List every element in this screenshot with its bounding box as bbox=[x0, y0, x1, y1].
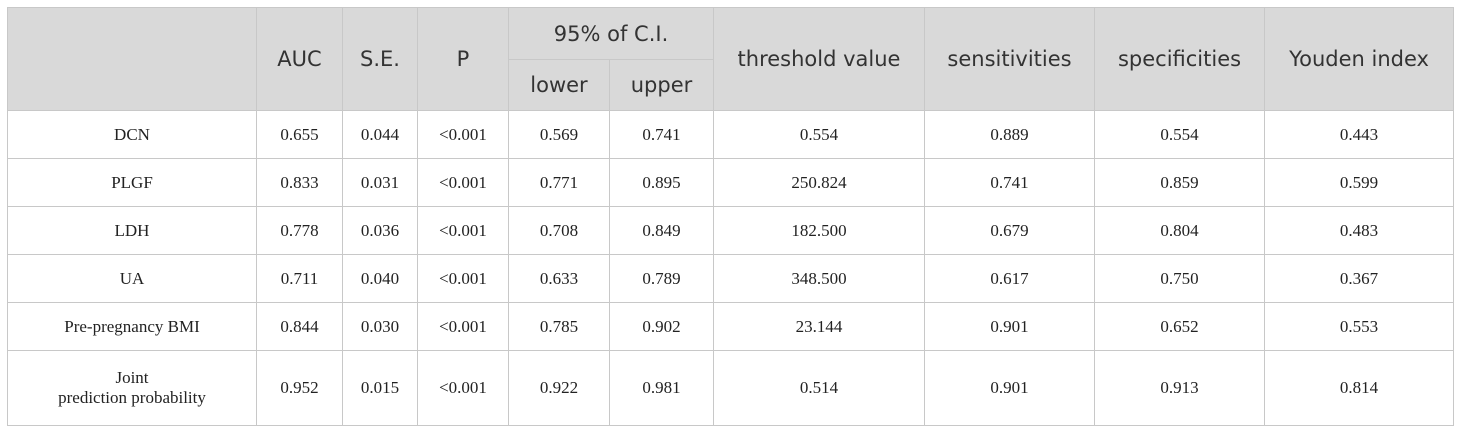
cell-p: <0.001 bbox=[417, 350, 509, 426]
cell-p: <0.001 bbox=[417, 254, 509, 303]
cell-sensitivity: 0.901 bbox=[924, 302, 1096, 351]
table-row: Joint prediction probability 0.952 0.015… bbox=[7, 350, 1455, 426]
table-row: DCN 0.655 0.044 <0.001 0.569 0.741 0.554… bbox=[7, 110, 1455, 159]
header-ci-upper: upper bbox=[608, 59, 715, 111]
table-row: Pre-pregnancy BMI 0.844 0.030 <0.001 0.7… bbox=[7, 302, 1455, 351]
cell-threshold: 250.824 bbox=[713, 158, 926, 207]
cell-ci-upper: 0.895 bbox=[608, 158, 715, 207]
cell-threshold: 23.144 bbox=[713, 302, 926, 351]
cell-sensitivity: 0.741 bbox=[924, 158, 1096, 207]
cell-youden: 0.367 bbox=[1264, 254, 1455, 303]
cell-se: 0.044 bbox=[342, 110, 418, 159]
cell-threshold: 0.514 bbox=[713, 350, 926, 426]
cell-p: <0.001 bbox=[417, 302, 509, 351]
row-label: LDH bbox=[7, 206, 257, 255]
cell-se: 0.036 bbox=[342, 206, 418, 255]
table-row: LDH 0.778 0.036 <0.001 0.708 0.849 182.5… bbox=[7, 206, 1455, 255]
row-label: PLGF bbox=[7, 158, 257, 207]
cell-youden: 0.483 bbox=[1264, 206, 1455, 255]
header-corner bbox=[7, 7, 257, 111]
cell-se: 0.015 bbox=[342, 350, 418, 426]
table-row: UA 0.711 0.040 <0.001 0.633 0.789 348.50… bbox=[7, 254, 1455, 303]
cell-youden: 0.814 bbox=[1264, 350, 1455, 426]
table-row: PLGF 0.833 0.031 <0.001 0.771 0.895 250.… bbox=[7, 158, 1455, 207]
cell-ci-upper: 0.981 bbox=[608, 350, 715, 426]
cell-threshold: 182.500 bbox=[713, 206, 926, 255]
cell-p: <0.001 bbox=[417, 158, 509, 207]
header-se: S.E. bbox=[342, 7, 418, 111]
cell-p: <0.001 bbox=[417, 206, 509, 255]
table-body: DCN 0.655 0.044 <0.001 0.569 0.741 0.554… bbox=[7, 110, 1455, 426]
cell-ci-upper: 0.741 bbox=[608, 110, 715, 159]
cell-auc: 0.833 bbox=[256, 158, 343, 207]
row-label: UA bbox=[7, 254, 257, 303]
header-auc: AUC bbox=[256, 7, 343, 111]
cell-threshold: 0.554 bbox=[713, 110, 926, 159]
cell-sensitivity: 0.617 bbox=[924, 254, 1096, 303]
row-label: Joint prediction probability bbox=[7, 350, 257, 426]
cell-auc: 0.844 bbox=[256, 302, 343, 351]
cell-ci-lower: 0.771 bbox=[508, 158, 610, 207]
cell-se: 0.030 bbox=[342, 302, 418, 351]
cell-sensitivity: 0.679 bbox=[924, 206, 1096, 255]
row-label: DCN bbox=[7, 110, 257, 159]
cell-ci-lower: 0.633 bbox=[508, 254, 610, 303]
cell-sensitivity: 0.889 bbox=[924, 110, 1096, 159]
cell-ci-lower: 0.708 bbox=[508, 206, 610, 255]
cell-youden: 0.599 bbox=[1264, 158, 1455, 207]
cell-auc: 0.778 bbox=[256, 206, 343, 255]
cell-specificity: 0.652 bbox=[1094, 302, 1266, 351]
header-specificities: specificities bbox=[1094, 7, 1266, 111]
cell-sensitivity: 0.901 bbox=[924, 350, 1096, 426]
cell-ci-upper: 0.902 bbox=[608, 302, 715, 351]
cell-specificity: 0.554 bbox=[1094, 110, 1266, 159]
cell-specificity: 0.859 bbox=[1094, 158, 1266, 207]
cell-specificity: 0.750 bbox=[1094, 254, 1266, 303]
cell-ci-lower: 0.922 bbox=[508, 350, 610, 426]
header-youden: Youden index bbox=[1264, 7, 1455, 111]
header-sensitivities: sensitivities bbox=[924, 7, 1096, 111]
roc-results-table: AUC S.E. P 95% of C.I. threshold value s… bbox=[7, 7, 1455, 426]
cell-auc: 0.711 bbox=[256, 254, 343, 303]
cell-youden: 0.553 bbox=[1264, 302, 1455, 351]
row-label: Pre-pregnancy BMI bbox=[7, 302, 257, 351]
cell-ci-lower: 0.785 bbox=[508, 302, 610, 351]
header-ci-lower: lower bbox=[508, 59, 610, 111]
cell-youden: 0.443 bbox=[1264, 110, 1455, 159]
cell-threshold: 348.500 bbox=[713, 254, 926, 303]
cell-ci-lower: 0.569 bbox=[508, 110, 610, 159]
cell-p: <0.001 bbox=[417, 110, 509, 159]
cell-se: 0.031 bbox=[342, 158, 418, 207]
cell-specificity: 0.913 bbox=[1094, 350, 1266, 426]
header-threshold: threshold value bbox=[713, 7, 926, 111]
cell-auc: 0.655 bbox=[256, 110, 343, 159]
header-ci: 95% of C.I. bbox=[507, 7, 715, 60]
cell-auc: 0.952 bbox=[256, 350, 343, 426]
cell-ci-upper: 0.789 bbox=[608, 254, 715, 303]
cell-ci-upper: 0.849 bbox=[608, 206, 715, 255]
header-p: P bbox=[417, 7, 509, 111]
cell-se: 0.040 bbox=[342, 254, 418, 303]
cell-specificity: 0.804 bbox=[1094, 206, 1266, 255]
table-header: AUC S.E. P 95% of C.I. threshold value s… bbox=[7, 7, 1455, 111]
